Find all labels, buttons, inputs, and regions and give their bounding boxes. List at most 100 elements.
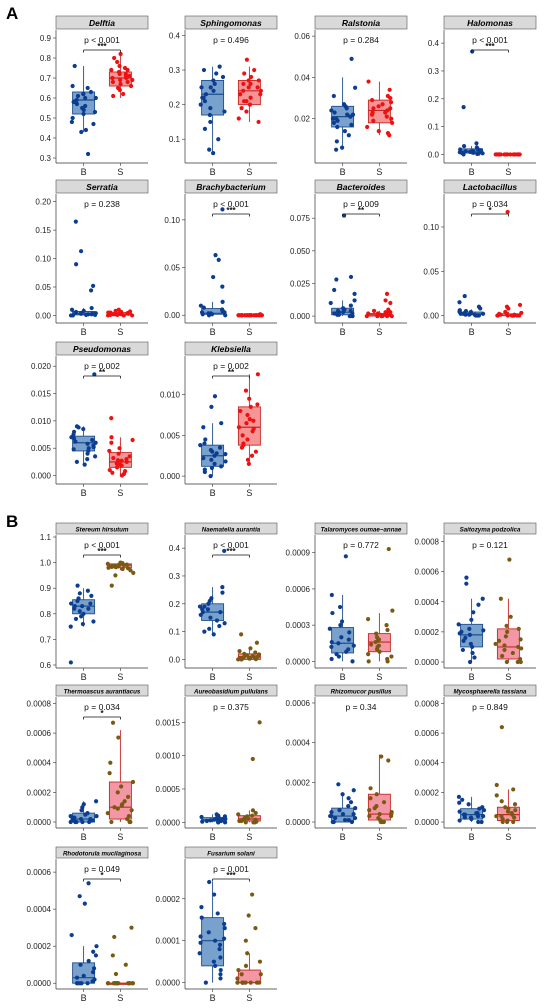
point-b — [352, 815, 358, 821]
point-s — [515, 659, 520, 665]
point-s — [519, 646, 524, 651]
strip-lactobacillus — [443, 179, 537, 194]
y-tick-label-saitozyma-podzolica: 0.0000 — [415, 658, 440, 667]
point-b — [329, 813, 334, 819]
point-b — [85, 451, 90, 456]
point-s — [243, 388, 249, 393]
point-s — [115, 465, 120, 470]
point-s — [251, 418, 256, 423]
point-s — [494, 793, 499, 798]
point-s — [255, 402, 260, 407]
point-b — [199, 85, 204, 90]
p-value-pseudomonas: p = 0.002 — [84, 361, 120, 371]
sig-stars-fusarium-solani: *** — [226, 871, 236, 880]
point-s — [258, 312, 263, 317]
point-s — [517, 313, 522, 318]
panel-title-bacteroides: Bacteroides — [337, 182, 386, 192]
x-tick-label-sphingomonas: S — [246, 167, 252, 177]
point-b — [202, 99, 208, 104]
x-tick-label-brachybacterium: S — [246, 327, 252, 337]
point-b — [456, 622, 461, 627]
point-b — [91, 283, 96, 288]
point-s — [127, 73, 132, 79]
point-s — [375, 638, 380, 643]
point-s — [130, 77, 135, 83]
point-s — [248, 646, 253, 651]
point-b — [221, 936, 227, 941]
point-s — [110, 79, 116, 85]
point-b — [199, 915, 204, 920]
point-b — [461, 638, 466, 644]
point-b — [481, 628, 486, 633]
x-tick-label-rhodotorula-mucilaginosa: S — [117, 993, 123, 1003]
sig-stars-bacteroides: ** — [358, 206, 365, 215]
point-s — [510, 650, 515, 656]
point-s — [239, 972, 244, 977]
point-b — [222, 926, 227, 931]
y-tick-label-aureobasidium-pullulans: 0.0015 — [156, 718, 181, 727]
point-b — [82, 901, 87, 906]
point-b — [470, 644, 475, 650]
point-b — [213, 963, 218, 968]
point-b — [217, 445, 223, 450]
x-tick-label-rhodotorula-mucilaginosa: B — [81, 993, 87, 1003]
point-b — [350, 311, 355, 316]
point-s — [369, 112, 375, 117]
point-s — [258, 88, 264, 93]
point-s — [115, 981, 120, 986]
point-b — [341, 213, 347, 218]
point-s — [106, 565, 111, 570]
point-b — [476, 602, 481, 607]
strip-ralstonia — [314, 15, 408, 30]
point-b — [197, 951, 202, 956]
point-s — [122, 799, 127, 804]
point-s — [111, 455, 116, 461]
point-b — [70, 115, 75, 121]
y-tick-label-mycosphaerella-tassiana: 0.0008 — [415, 699, 440, 708]
point-b — [208, 447, 213, 453]
point-b — [348, 303, 353, 308]
panel-title-mycosphaerella-tassiana: Mycosphaerella tassiana — [454, 689, 527, 696]
point-s — [516, 626, 521, 631]
point-b — [211, 150, 216, 156]
y-tick-label-saitozyma-podzolica: 0.0004 — [415, 598, 440, 607]
point-s — [250, 808, 256, 813]
point-b — [211, 78, 216, 83]
strip-klebsiella — [184, 341, 278, 356]
y-tick-label-ralstonia: 0.04 — [294, 73, 310, 82]
y-tick-label-lactobacillus: 0.10 — [423, 223, 439, 232]
p-value-mycosphaerella-tassiana: p = 0.849 — [472, 702, 508, 712]
point-b — [467, 626, 472, 631]
point-s — [115, 59, 120, 65]
point-s — [249, 813, 255, 818]
y-tick-label-pseudomonas: 0.005 — [31, 444, 52, 453]
point-b — [220, 284, 225, 289]
point-b — [222, 109, 227, 114]
point-s — [109, 416, 114, 421]
x-tick-label-lactobacillus: B — [469, 327, 475, 337]
point-s — [257, 959, 263, 964]
point-s — [239, 445, 245, 450]
point-b — [208, 85, 213, 90]
point-b — [69, 932, 74, 938]
point-s — [130, 437, 135, 443]
point-s — [374, 631, 379, 636]
point-b — [350, 659, 355, 664]
strip-aureobasidium-pullulans — [184, 684, 278, 697]
point-b — [212, 453, 217, 458]
x-tick-label-saitozyma-podzolica: S — [505, 672, 511, 682]
point-s — [375, 313, 380, 319]
point-b — [336, 654, 342, 659]
panel-title-thermoascus-aurantiacus: Thermoascus aurantiacus — [64, 689, 141, 696]
y-tick-label-halomonas: 0.0 — [428, 150, 440, 159]
point-b — [90, 818, 95, 823]
point-s — [125, 794, 131, 799]
point-b — [462, 812, 468, 817]
x-tick-label-mycosphaerella-tassiana: B — [469, 832, 475, 842]
point-s — [245, 951, 250, 956]
point-b — [457, 631, 462, 636]
point-s — [499, 725, 504, 730]
sig-stars-rhodotorula-mucilaginosa: * — [100, 871, 104, 880]
point-b — [329, 108, 334, 113]
y-tick-label-rhizomucor-pusillus: 0.0000 — [286, 818, 311, 827]
